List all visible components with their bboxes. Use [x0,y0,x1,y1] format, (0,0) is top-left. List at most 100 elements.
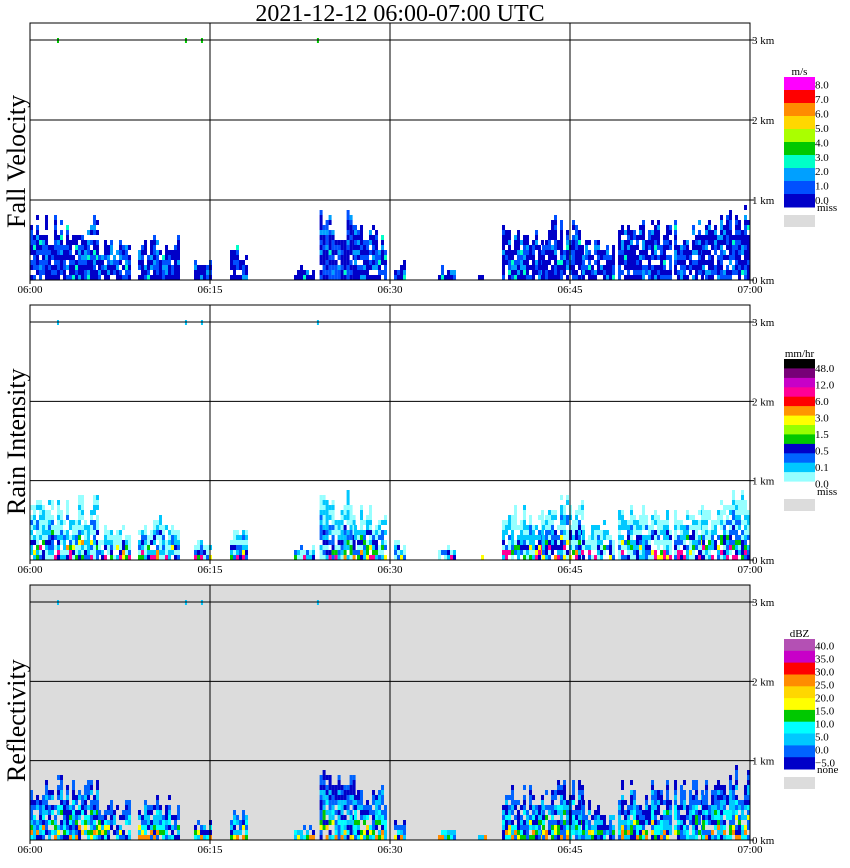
heatmap-cell [633,260,636,265]
heatmap-cell [744,830,747,835]
heatmap-cell [400,550,403,555]
heatmap-cell [340,555,344,560]
heatmap-cell [51,525,54,530]
heatmap-cell [708,265,711,270]
heatmap-cell [729,510,732,515]
heatmap-cell [654,835,657,840]
heatmap-cell [144,540,147,545]
heatmap-cell [93,535,96,540]
heatmap-cell [239,275,242,280]
heatmap-cell [104,555,107,560]
heatmap-cell [563,790,566,795]
heatmap-cell [319,495,323,500]
heatmap-cell [723,550,726,555]
heatmap-cell [48,275,51,280]
heatmap-cell [375,820,378,825]
heatmap-cell [354,255,357,260]
heatmap-cell [612,260,615,265]
heatmap-cell [69,520,72,525]
heatmap-cell [612,250,615,255]
heatmap-cell [674,535,677,540]
heatmap-cell [708,275,711,280]
heatmap-cell [551,250,554,255]
heatmap-cell [639,530,642,535]
heatmap-cell [36,245,39,250]
heatmap-cell [144,245,147,250]
heatmap-cell [325,500,329,505]
heatmap-cell [354,270,357,275]
heatmap-cell [363,520,366,525]
heatmap-cell [375,815,378,820]
heatmap-cell [636,820,639,825]
heatmap-cell [548,260,551,265]
heatmap-cell [39,825,42,830]
heatmap-cell [633,790,636,795]
heatmap-cell [33,235,36,240]
heatmap-cell [363,275,366,280]
heatmap-cell [642,815,645,820]
heatmap-cell [532,795,535,800]
heatmap-cell [717,815,720,820]
heatmap-cell [42,505,45,510]
heatmap-cell [72,525,75,530]
heatmap-cell [723,275,726,280]
heatmap-cell [319,235,323,240]
panel-1-legend-swatch-3 [784,116,815,130]
heatmap-cell [560,795,563,800]
heatmap-cell [104,820,107,825]
heatmap-cell [39,515,42,520]
heatmap-cell [125,265,128,270]
heatmap-cell [57,805,60,810]
heatmap-cell [147,275,150,280]
heatmap-cell [677,525,680,530]
heatmap-cell [575,225,578,230]
heatmap-cell [153,820,156,825]
heatmap-cell [597,255,600,260]
heatmap-cell [609,835,612,840]
heatmap-cell [30,800,33,805]
heatmap-cell [93,495,96,500]
heatmap-cell [657,275,660,280]
heatmap-cell [360,550,363,555]
heatmap-cell [618,260,621,265]
heatmap-cell [735,550,738,555]
heatmap-cell [322,555,326,560]
heatmap-cell [322,505,326,510]
heatmap-cell [692,525,695,530]
heatmap-cell [735,240,738,245]
heatmap-cell [575,550,578,555]
heatmap-cell [366,255,369,260]
heatmap-cell [230,260,233,265]
heatmap-cell [340,545,344,550]
heatmap-cell [245,820,248,825]
heatmap-cell [621,825,624,830]
heatmap-cell [711,245,714,250]
heatmap-cell [535,260,538,265]
heatmap-cell [174,275,177,280]
heatmap-cell [698,525,701,530]
heatmap-cell [621,230,624,235]
heatmap-cell [708,550,711,555]
heatmap-cell [636,270,639,275]
heatmap-cell [122,545,125,550]
heatmap-cell [116,805,119,810]
heatmap-cell [624,545,627,550]
heatmap-cell [738,240,741,245]
heatmap-cell [104,525,107,530]
heatmap-cell [729,235,732,240]
heatmap-cell [654,530,657,535]
heatmap-cell [69,250,72,255]
heatmap-cell [349,815,353,820]
heatmap-cell [200,270,203,275]
heatmap-cell [560,260,563,265]
heatmap-cell [639,815,642,820]
heatmap-cell [75,520,78,525]
heatmap-cell [203,545,206,550]
heatmap-cell [36,500,39,505]
heatmap-cell [75,820,78,825]
panel-3-legend-label-0: 40.0 [815,640,835,652]
heatmap-cell [741,805,744,810]
heatmap-cell [572,220,575,225]
heatmap-cell [732,790,735,795]
heatmap-cell [529,520,532,525]
